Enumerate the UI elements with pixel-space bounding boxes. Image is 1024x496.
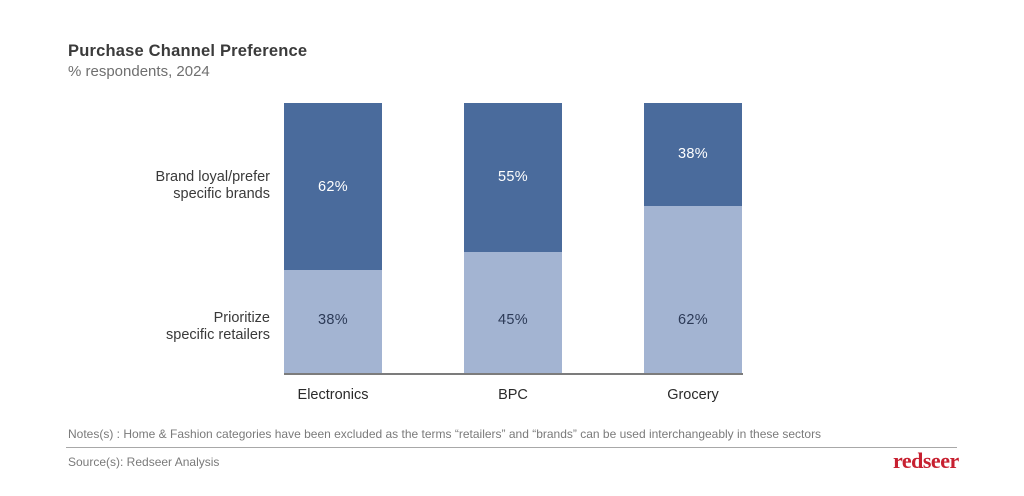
stacked-bar-plot-area: 62% 38% 55% 45% 38% 62% — [284, 103, 742, 373]
series-label-prioritize-retailers-line2: specific retailers — [166, 327, 270, 343]
segment-brand-loyal-grocery: 38% — [644, 103, 742, 206]
segment-value-label: 62% — [678, 312, 708, 328]
segment-brand-loyal-bpc: 55% — [464, 103, 562, 252]
x-axis-label-bpc: BPC — [498, 387, 528, 403]
segment-value-label: 38% — [678, 146, 708, 163]
notes-text: Notes(s) : Home & Fashion categories hav… — [68, 427, 822, 441]
segment-value-label: 45% — [498, 312, 528, 328]
series-label-prioritize-retailers: Prioritize specific retailers — [166, 310, 270, 344]
segment-prioritize-retailers-bpc: 45% — [464, 251, 562, 373]
redseer-logo: redseer — [893, 448, 959, 473]
segment-prioritize-retailers-electronics: 38% — [284, 270, 382, 373]
chart-header: Purchase Channel Preference % respondent… — [68, 42, 307, 81]
bar-grocery: 38% 62% — [644, 103, 742, 373]
x-axis-label-grocery: Grocery — [667, 387, 719, 403]
series-label-brand-loyal-line2: specific brands — [173, 186, 270, 202]
chart-title: Purchase Channel Preference — [68, 42, 308, 60]
segment-value-label: 55% — [498, 169, 528, 186]
series-label-prioritize-retailers-line1: Prioritize — [213, 310, 270, 326]
source-text: Source(s): Redseer Analysis — [68, 455, 220, 469]
segment-value-label: 38% — [318, 312, 348, 328]
bar-electronics: 62% 38% — [284, 103, 382, 373]
series-label-brand-loyal: Brand loyal/prefer specific brands — [156, 169, 270, 203]
segment-brand-loyal-electronics: 62% — [284, 103, 382, 271]
footer-divider — [66, 447, 957, 448]
x-axis-line — [284, 373, 743, 375]
series-label-brand-loyal-line1: Brand loyal/prefer — [155, 169, 270, 185]
segment-value-label: 62% — [318, 178, 348, 195]
chart-subtitle: % respondents, 2024 — [68, 63, 210, 80]
x-axis-label-electronics: Electronics — [297, 387, 369, 403]
segment-prioritize-retailers-grocery: 62% — [644, 205, 742, 373]
bar-bpc: 55% 45% — [464, 103, 562, 373]
